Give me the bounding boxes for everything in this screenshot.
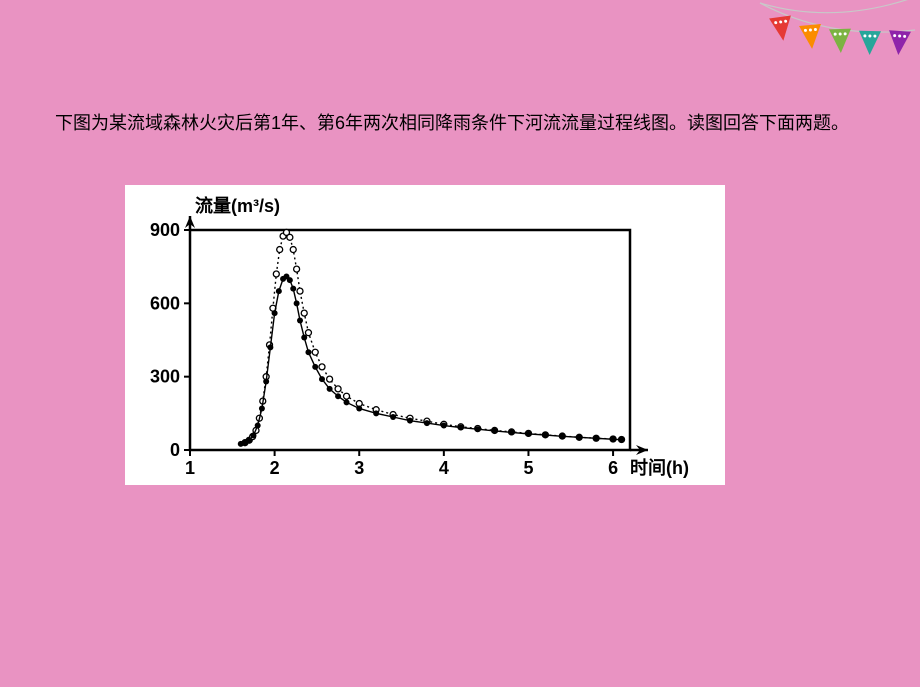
bunting-decor (755, 0, 915, 70)
svg-text:600: 600 (150, 293, 180, 313)
question-paragraph: 下图为某流域森林火灾后第1年、第6年两次相同降雨条件下河流流量过程线图。读图回答… (55, 107, 865, 140)
svg-text:900: 900 (150, 220, 180, 240)
svg-text:6: 6 (608, 458, 618, 478)
slide-page: 下图为某流域森林火灾后第1年、第6年两次相同降雨条件下河流流量过程线图。读图回答… (0, 0, 920, 687)
svg-text:4: 4 (439, 458, 449, 478)
svg-text:1: 1 (185, 458, 195, 478)
svg-text:3: 3 (354, 458, 364, 478)
svg-text:300: 300 (150, 367, 180, 387)
svg-text:时间(h): 时间(h) (630, 458, 689, 478)
svg-text:2: 2 (270, 458, 280, 478)
svg-text:5: 5 (523, 458, 533, 478)
flow-chart: 0 300 600 900 1 2 3 4 5 6 流量(m³/s) 时间(h) (125, 185, 725, 485)
chart-container: 0 300 600 900 1 2 3 4 5 6 流量(m³/s) 时间(h) (125, 185, 725, 485)
svg-text:流量(m³/s): 流量(m³/s) (195, 195, 280, 216)
svg-text:0: 0 (170, 440, 180, 460)
